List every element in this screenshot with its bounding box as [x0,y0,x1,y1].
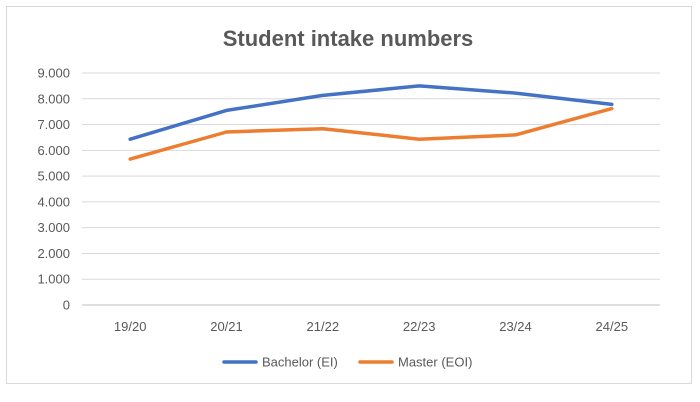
x-tick-label: 20/21 [210,319,243,334]
series-lines [128,84,614,161]
y-tick-label: 1.000 [37,272,70,287]
y-tick-label: 5.000 [37,169,70,184]
x-tick-label: 19/20 [114,319,147,334]
chart-frame [6,6,692,384]
series-line-0 [128,84,614,141]
y-tick-label: 9.000 [37,66,70,81]
series-line-1 [128,106,614,161]
gridlines [82,72,660,306]
y-tick-label: 2.000 [37,246,70,261]
y-tick-label: 8.000 [37,91,70,106]
x-tick-label: 22/23 [403,319,436,334]
legend: Bachelor (EI) Master (EOI) [222,355,472,370]
x-tick-label: 21/22 [307,319,340,334]
y-axis-ticks: 0 1.000 2.000 3.000 4.000 5.000 6.000 7.000 8.00… [37,66,70,313]
y-tick-label: 3.000 [37,220,70,235]
y-tick-label: 4.000 [37,194,70,209]
x-tick-label: 24/25 [596,319,629,334]
chart-title: Student intake numbers [223,26,474,51]
x-axis-ticks: 19/20 20/21 21/22 22/23 23/24 24/25 [114,319,628,334]
y-tick-label: 6.000 [37,143,70,158]
y-tick-label: 0 [63,298,70,313]
legend-label: Master (EOI) [398,355,472,370]
legend-label: Bachelor (EI) [262,355,338,370]
x-tick-label: 23/24 [499,319,532,334]
y-tick-label: 7.000 [37,117,70,132]
